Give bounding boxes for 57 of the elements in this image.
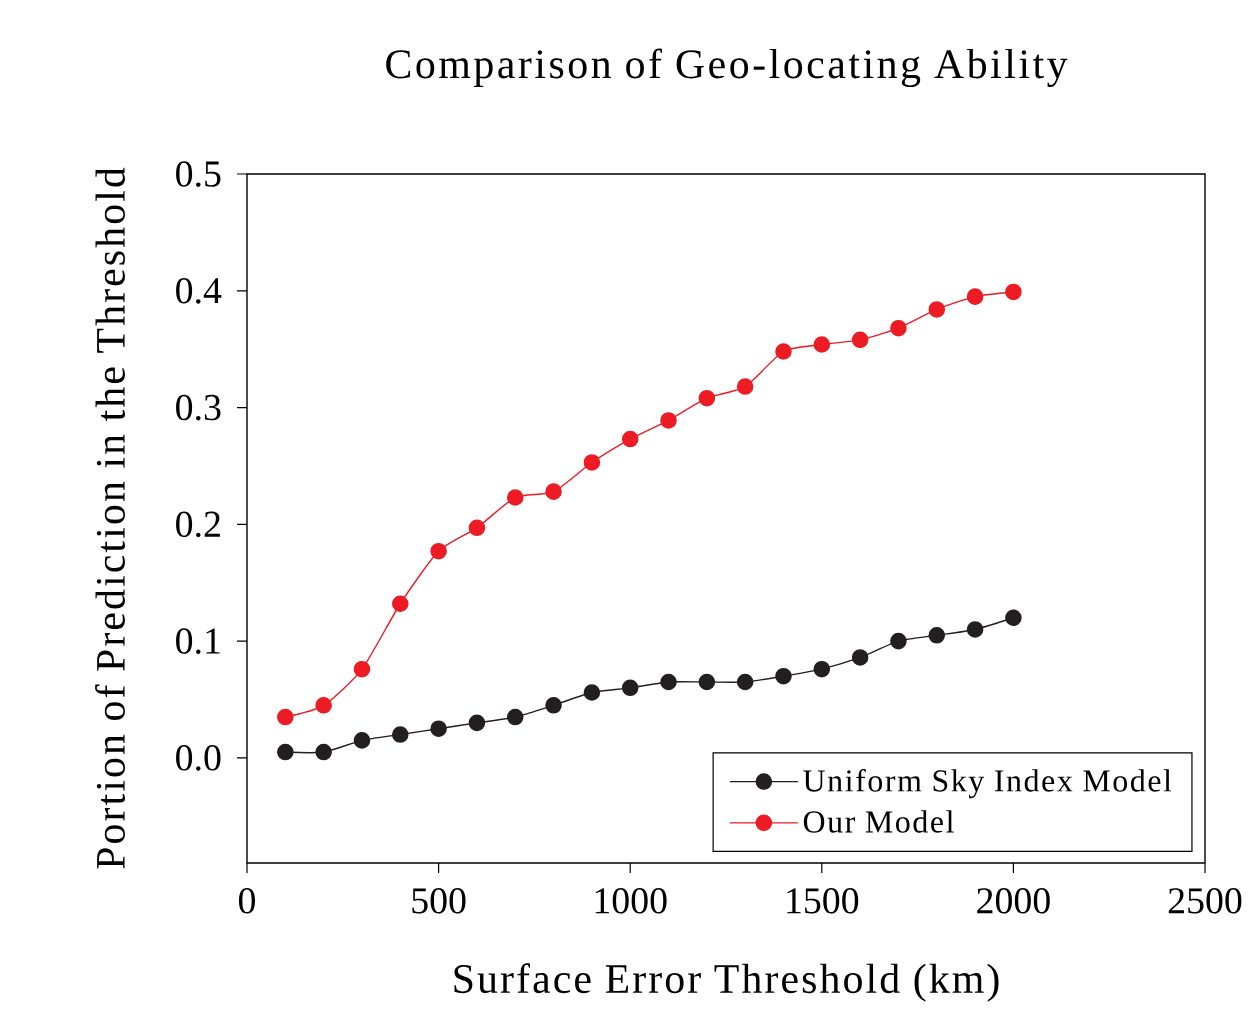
y-tick-label: 0.4 — [176, 277, 222, 304]
point — [966, 288, 984, 305]
x-tick-label: 0 — [238, 888, 256, 914]
point — [315, 697, 332, 714]
point — [775, 667, 792, 685]
point — [698, 389, 716, 407]
y-axis-title: Portion of Prediction in the Threshold — [95, 167, 125, 869]
y-tick-label: 0.2 — [176, 511, 220, 538]
point — [890, 319, 907, 337]
y-tick-label: 0.3 — [176, 394, 221, 421]
point — [392, 726, 409, 743]
point — [583, 454, 601, 471]
point — [277, 743, 294, 761]
point — [890, 632, 907, 650]
x-axis-title: Surface Error Threshold (km) — [454, 963, 999, 1002]
point — [660, 412, 677, 429]
point — [430, 542, 447, 560]
point — [468, 519, 486, 537]
legend-label: Our Model — [803, 810, 954, 833]
point — [430, 720, 447, 737]
x-tick-label: 2500 — [1168, 888, 1242, 914]
y-tick-label: 0.0 — [176, 745, 221, 771]
point — [851, 331, 869, 349]
x-tick-label: 500 — [412, 888, 466, 914]
point — [660, 673, 677, 691]
point — [621, 679, 639, 697]
point — [851, 649, 869, 666]
y-tick-label: 0.5 — [176, 161, 221, 187]
y-tick-label: 0.1 — [176, 628, 220, 654]
point — [621, 430, 639, 448]
point — [506, 489, 524, 506]
point — [315, 743, 332, 761]
point — [736, 378, 754, 395]
point — [583, 684, 601, 701]
point — [928, 627, 946, 644]
point — [1005, 283, 1022, 301]
point — [1005, 609, 1022, 627]
legend-label: Uniform Sky Index Model — [803, 768, 1172, 799]
point — [545, 483, 562, 500]
point — [698, 673, 716, 691]
x-tick-label: 1500 — [787, 888, 859, 914]
x-tick-label: 1000 — [595, 888, 667, 914]
point — [545, 697, 562, 714]
point — [736, 673, 754, 691]
point — [468, 714, 486, 732]
point — [353, 660, 371, 678]
point — [813, 336, 831, 353]
point — [928, 301, 946, 318]
x-tick-label: 2000 — [977, 888, 1050, 914]
chart-title: Comparison of Geo-locating Ability — [386, 48, 1068, 88]
point — [813, 660, 831, 678]
point — [353, 732, 371, 749]
point — [392, 595, 409, 613]
point — [966, 621, 984, 638]
point — [775, 343, 792, 360]
point — [506, 708, 524, 726]
point — [277, 708, 294, 726]
